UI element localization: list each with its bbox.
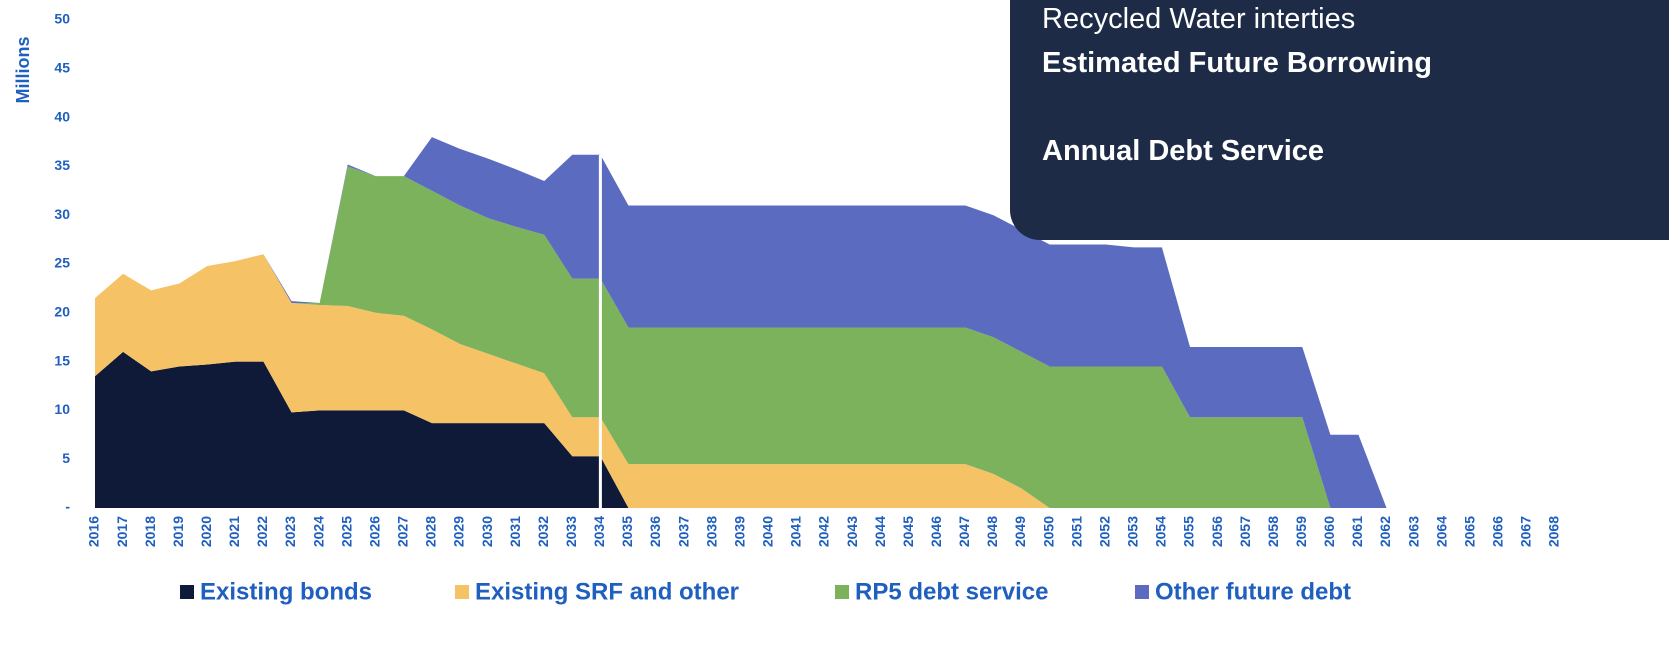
y-tick-label: 50 <box>54 11 70 27</box>
legend-swatch <box>835 585 849 599</box>
x-tick-label: 2063 <box>1405 516 1421 547</box>
x-tick-label: 2016 <box>86 516 102 547</box>
x-tick-label: 2044 <box>872 516 888 547</box>
x-tick-label: 2017 <box>114 516 130 547</box>
x-tick-label: 2018 <box>142 516 158 547</box>
x-tick-label: 2030 <box>479 516 495 547</box>
x-tick-label: 2056 <box>1209 516 1225 547</box>
x-tick-label: 2042 <box>816 516 832 547</box>
x-tick-label: 2043 <box>844 516 860 547</box>
title-panel <box>1010 0 1669 240</box>
x-tick-label: 2038 <box>703 516 719 547</box>
area <box>95 137 1555 508</box>
x-tick-label: 2045 <box>900 516 916 547</box>
x-tick-label: 2054 <box>1153 516 1169 547</box>
x-tick-label: 2032 <box>535 516 551 547</box>
x-tick-label: 2028 <box>423 516 439 547</box>
legend-swatch <box>1135 585 1149 599</box>
x-tick-label: 2022 <box>254 516 270 547</box>
area <box>95 166 1555 508</box>
x-tick-label: 2020 <box>198 516 214 547</box>
legend-label: RP5 debt service <box>855 578 1048 605</box>
x-tick-label: 2023 <box>282 516 298 547</box>
y-tick-label: 25 <box>54 255 70 271</box>
y-tick-label: 20 <box>54 304 70 320</box>
x-tick-label: 2051 <box>1068 516 1084 547</box>
x-tick-label: 2049 <box>1012 516 1028 547</box>
y-tick-label: 30 <box>54 206 70 222</box>
x-tick-label: 2050 <box>1040 516 1056 547</box>
x-tick-label: 2026 <box>366 516 382 547</box>
x-tick-label: 2021 <box>226 516 242 547</box>
x-tick-label: 2057 <box>1237 516 1253 547</box>
area <box>95 351 1555 508</box>
x-tick-label: 2025 <box>338 516 354 547</box>
x-tick-label: 2041 <box>788 516 804 547</box>
x-tick-label: 2029 <box>451 516 467 547</box>
x-tick-label: 2034 <box>591 516 607 547</box>
x-tick-label: 2064 <box>1433 516 1449 547</box>
legend-swatch <box>180 585 194 599</box>
y-axis-label: Millions <box>13 37 33 104</box>
panel-line: Annual Debt Service <box>1042 135 1324 167</box>
x-tick-label: 2060 <box>1321 516 1337 547</box>
x-tick-label: 2047 <box>956 516 972 547</box>
y-tick-label: 40 <box>54 108 70 124</box>
x-tick-label: 2055 <box>1181 516 1197 547</box>
y-tick-label: 45 <box>54 60 70 76</box>
x-tick-label: 2027 <box>395 516 411 547</box>
panel-line: Estimated Future Borrowing <box>1042 47 1432 79</box>
x-tick-label: 2068 <box>1546 516 1562 547</box>
x-tick-label: 2036 <box>647 516 663 547</box>
x-tick-label: 2019 <box>170 516 186 547</box>
x-tick-label: 2046 <box>928 516 944 547</box>
y-tick-label: - <box>65 499 70 515</box>
x-tick-label: 2066 <box>1490 516 1506 547</box>
y-tick-label: 10 <box>54 401 70 417</box>
x-tick-label: 2033 <box>563 516 579 547</box>
x-tick-label: 2061 <box>1349 516 1365 547</box>
x-tick-label: 2037 <box>675 516 691 547</box>
panel-line: Recycled Water interties <box>1042 3 1355 35</box>
y-tick-label: 15 <box>54 352 70 368</box>
y-tick-label: 35 <box>54 157 70 173</box>
legend-swatch <box>455 585 469 599</box>
x-tick-label: 2039 <box>731 516 747 547</box>
x-tick-label: 2053 <box>1125 516 1141 547</box>
x-tick-label: 2052 <box>1096 516 1112 547</box>
area <box>95 254 1555 508</box>
x-tick-label: 2059 <box>1293 516 1309 547</box>
x-tick-label: 2040 <box>760 516 776 547</box>
x-tick-label: 2067 <box>1518 516 1534 547</box>
x-tick-label: 2035 <box>619 516 635 547</box>
x-tick-label: 2048 <box>984 516 1000 547</box>
x-tick-label: 2065 <box>1461 516 1477 547</box>
x-tick-label: 2024 <box>310 516 326 547</box>
legend-label: Existing bonds <box>200 578 372 605</box>
legend-label: Other future debt <box>1155 578 1351 605</box>
x-tick-label: 2031 <box>507 516 523 547</box>
x-tick-label: 2062 <box>1377 516 1393 547</box>
x-tick-label: 2058 <box>1265 516 1281 547</box>
y-tick-label: 5 <box>62 450 70 466</box>
legend-label: Existing SRF and other <box>475 578 739 605</box>
